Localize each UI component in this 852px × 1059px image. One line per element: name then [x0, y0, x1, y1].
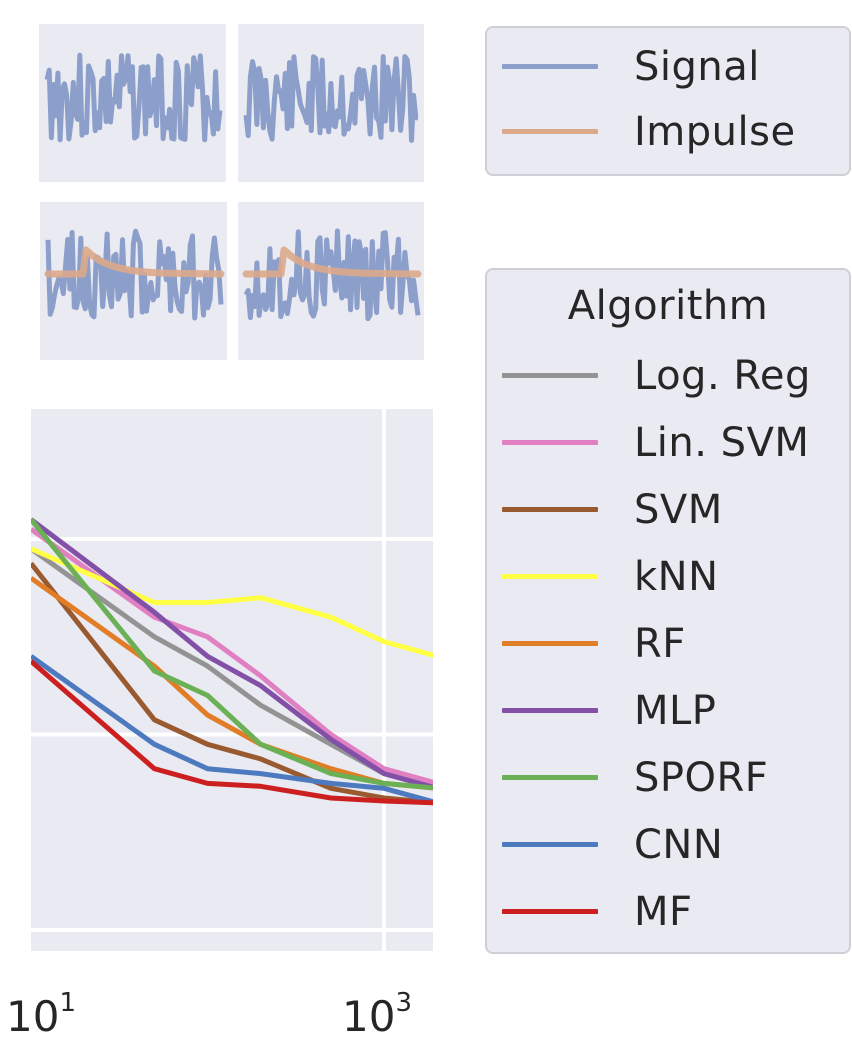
- legend-swatch: [502, 574, 598, 579]
- legend-swatch: [502, 842, 598, 847]
- impulse-trace: [44, 246, 225, 278]
- legend-label: kNN: [634, 554, 719, 600]
- algorithm-legend-entry: MLP: [487, 691, 847, 731]
- legend-label: SVM: [634, 487, 723, 533]
- algorithm-legend-entry: MF: [487, 892, 847, 932]
- algorithm-legend-entry: kNN: [487, 557, 847, 597]
- x-tick-base: 10: [342, 992, 396, 1041]
- legend-label: SPORF: [634, 755, 769, 801]
- algorithm-legend-entry: Lin. SVM: [487, 423, 847, 463]
- legend-label: Lin. SVM: [634, 420, 810, 466]
- x-tick-exponent: 3: [395, 988, 412, 1018]
- plot-area: [31, 409, 433, 951]
- legend-swatch: [502, 373, 598, 378]
- series-line-mf: [31, 659, 433, 806]
- algorithm-legend: Algorithm Log. Reg Lin. SVM SVM kNN RF MLP SPO…: [485, 268, 851, 954]
- signal-trace: [243, 54, 419, 143]
- series-line-knn: [31, 546, 433, 658]
- impulse-trace: [242, 246, 422, 278]
- legend-swatch: [502, 641, 598, 646]
- algorithm-legend-entry: SVM: [487, 490, 847, 530]
- series-line-mlp: [31, 517, 433, 790]
- series-line-lin-svm: [31, 527, 433, 785]
- algorithm-legend-entry: Log. Reg: [487, 356, 847, 396]
- series-line-svm: [31, 561, 433, 806]
- series-line-cnn: [31, 654, 433, 805]
- x-tick-label: 103: [342, 988, 412, 1041]
- x-tick-exponent: 1: [59, 988, 76, 1018]
- algorithm-legend-entry: RF: [487, 624, 847, 664]
- impulse-line-swatch: [502, 129, 598, 134]
- legend-swatch: [502, 507, 598, 512]
- signal-legend: Signal Impulse: [485, 26, 851, 176]
- legend-label: RF: [634, 621, 686, 667]
- legend-swatch: [502, 440, 598, 445]
- algorithm-legend-title: Algorithm: [567, 283, 769, 329]
- legend-label: CNN: [634, 822, 724, 868]
- signal-trace: [243, 228, 421, 322]
- x-tick-label: 101: [6, 988, 76, 1041]
- signal-panel-4: [238, 202, 424, 360]
- legend-label: Log. Reg: [634, 353, 811, 399]
- legend-swatch: [502, 909, 598, 914]
- signal-trace: [44, 52, 223, 143]
- signal-legend-label: Signal: [634, 44, 760, 90]
- signal-trace: [45, 228, 224, 321]
- legend-label: MLP: [634, 688, 717, 734]
- algorithm-legend-entry: CNN: [487, 825, 847, 865]
- algorithm-legend-entry: SPORF: [487, 758, 847, 798]
- legend-label: MF: [634, 889, 693, 935]
- impulse-legend-label: Impulse: [634, 109, 796, 155]
- legend-swatch: [502, 775, 598, 780]
- signal-line-swatch: [502, 64, 598, 69]
- series-line-sporf: [31, 517, 433, 791]
- signal-legend-entry: Signal: [487, 47, 847, 87]
- impulse-legend-entry: Impulse: [487, 112, 847, 152]
- legend-swatch: [502, 708, 598, 713]
- x-tick-base: 10: [6, 992, 60, 1041]
